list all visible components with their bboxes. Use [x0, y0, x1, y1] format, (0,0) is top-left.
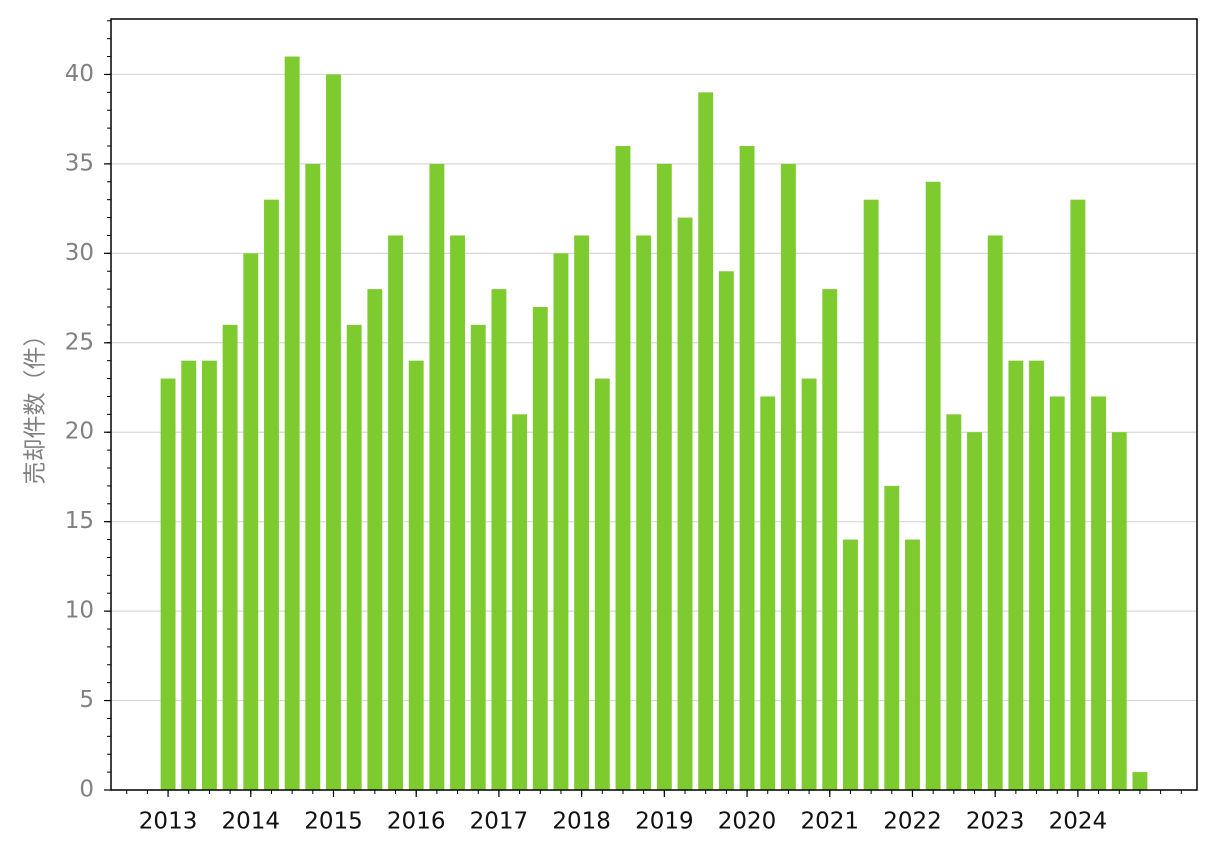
bar: [305, 163, 321, 790]
bar: [429, 163, 445, 790]
bar: [553, 253, 569, 790]
y-tick-label: 0: [79, 777, 94, 803]
bar: [1091, 396, 1107, 790]
x-tick-label: 2023: [966, 809, 1025, 835]
bar: [760, 396, 776, 790]
bar: [946, 414, 962, 790]
y-axis-label: 売却件数（件）: [23, 324, 49, 485]
bar: [636, 235, 652, 790]
bar: [532, 307, 548, 790]
bar: [967, 432, 982, 790]
bar: [842, 539, 858, 790]
y-tick-label: 35: [65, 150, 94, 176]
bar: [243, 253, 259, 790]
bar: [1111, 432, 1127, 790]
y-tick-label: 30: [65, 240, 94, 266]
bar: [346, 324, 362, 790]
x-tick-label: 2021: [800, 809, 859, 835]
x-tick-label: 2024: [1049, 809, 1108, 835]
bar: [822, 289, 838, 790]
bar: [801, 378, 817, 790]
x-tick-label: 2022: [883, 809, 942, 835]
bar: [470, 324, 486, 790]
bar: [408, 360, 424, 790]
bar: [181, 360, 197, 790]
bar: [677, 217, 693, 790]
x-tick-label: 2015: [304, 809, 363, 835]
bar: [698, 92, 714, 790]
x-tick-label: 2019: [635, 809, 694, 835]
bar: [160, 378, 176, 790]
bar: [491, 289, 507, 790]
x-tick-label: 2018: [552, 809, 611, 835]
bar: [656, 163, 672, 790]
y-tick-label: 40: [65, 61, 94, 87]
bar: [1070, 199, 1086, 790]
plot-frame: [110, 18, 1198, 791]
x-tick-label: 2017: [470, 809, 529, 835]
bar: [367, 289, 383, 790]
bar: [1029, 360, 1044, 790]
bar: [987, 235, 1003, 790]
y-tick-label: 20: [65, 419, 94, 445]
bar: [739, 146, 755, 790]
bar: [574, 235, 590, 790]
bar: [201, 360, 217, 790]
bar: [925, 181, 941, 790]
bar: [884, 485, 900, 790]
bar: [718, 271, 734, 790]
bar: [1049, 396, 1065, 790]
bar: [594, 378, 610, 790]
y-tick-label: 10: [65, 598, 94, 624]
bar: [1132, 772, 1148, 790]
bar: [1008, 360, 1024, 790]
bar: [863, 199, 879, 790]
bar: [512, 414, 528, 790]
bar: [222, 324, 238, 790]
bar: [450, 235, 466, 790]
x-tick-label: 2020: [718, 809, 777, 835]
bar: [264, 199, 279, 790]
y-tick-label: 15: [65, 508, 94, 534]
x-tick-label: 2016: [387, 809, 446, 835]
bar: [780, 163, 796, 790]
bar: [284, 56, 300, 791]
bar: [388, 235, 403, 790]
x-tick-label: 2014: [222, 809, 281, 835]
bar: [905, 539, 920, 790]
y-tick-label: 5: [79, 687, 94, 713]
bar: [326, 74, 341, 790]
bar: [615, 146, 631, 790]
x-tick-label: 2013: [139, 809, 198, 835]
y-tick-label: 25: [65, 329, 94, 355]
